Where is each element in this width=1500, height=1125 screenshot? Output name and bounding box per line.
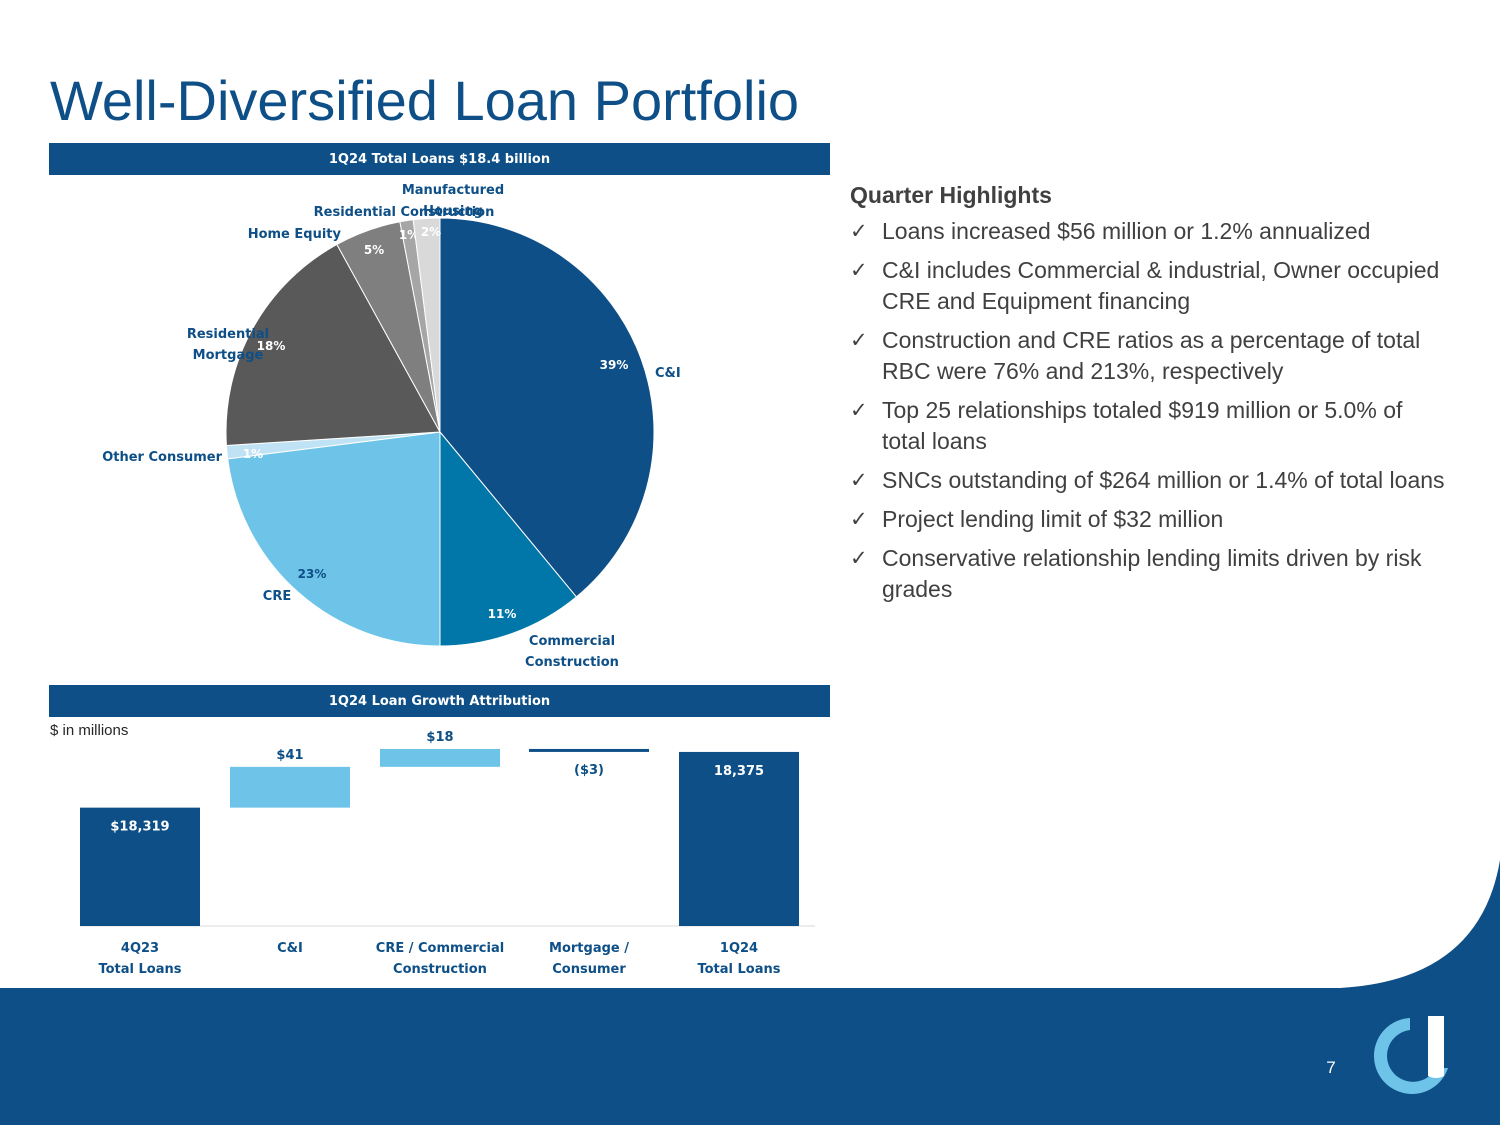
highlight-text: Top 25 relationships totaled $919 millio… <box>882 397 1403 454</box>
footer-band <box>0 860 1500 1125</box>
waterfall-value-label: ($3) <box>574 763 604 778</box>
pie-slice <box>225 243 441 446</box>
highlight-item: ✓ Conservative relationship lending limit… <box>850 543 1450 605</box>
pie-slice <box>412 217 441 433</box>
highlight-item: ✓ C&I includes Commercial & industrial, O… <box>850 255 1450 317</box>
company-logo-icon <box>1373 1016 1448 1094</box>
waterfall-category-label: 4Q23 Total Loans <box>98 941 181 977</box>
highlights-title: Quarter Highlights <box>850 182 1052 208</box>
pie-slice-value-label: 11% <box>488 607 517 621</box>
waterfall-category-label: 1Q24 Total Loans <box>697 941 780 977</box>
checkmark-icon: ✓ <box>850 398 868 422</box>
pie-slice-value-label: 5% <box>364 243 384 257</box>
highlight-text: Conservative relationship lending limits… <box>882 545 1422 602</box>
pie-slice <box>439 217 655 598</box>
waterfall-value-label: $18,319 <box>110 820 169 835</box>
pie-slice-value-label: 1% <box>399 228 419 242</box>
pie-category-label: CRE <box>263 589 291 604</box>
checkmark-icon: ✓ <box>850 507 868 531</box>
highlight-item: ✓ SNCs outstanding of $264 million or 1.4… <box>850 465 1450 496</box>
pie-slice-value-label: 2% <box>421 225 441 239</box>
pie-category-label: Manufactured Housing <box>402 183 504 219</box>
pie-chart-banner: 1Q24 Total Loans $18.4 billion <box>49 143 830 175</box>
pie-category-label: C&I <box>655 366 681 381</box>
pie-slice-value-label: 39% <box>600 358 629 372</box>
waterfall-value-label: 18,375 <box>714 764 764 779</box>
logo-j-hook <box>1428 1072 1444 1078</box>
page-number: 7 <box>1326 1058 1336 1077</box>
units-note: $ in millions <box>50 722 129 739</box>
highlight-item: ✓ Construction and CRE ratios as a percen… <box>850 325 1450 387</box>
highlight-item: ✓ Loans increased $56 million or 1.2% ann… <box>850 216 1450 247</box>
pie-slice-value-label: 1% <box>243 447 263 461</box>
waterfall-value-label: $18 <box>426 730 453 745</box>
pie-category-label: Commercial Construction <box>525 634 619 670</box>
logo-c-shape <box>1373 1018 1448 1094</box>
pie-category-label: Other Consumer <box>102 450 222 465</box>
highlight-item: ✓ Project lending limit of $32 million <box>850 504 1450 535</box>
page-title: Well-Diversified Loan Portfolio <box>50 69 800 132</box>
waterfall-category-label: Mortgage / Consumer <box>549 941 629 977</box>
pie-category-label: Home Equity <box>248 227 342 242</box>
pie-slice <box>227 431 441 647</box>
highlight-text: C&I includes Commercial & industrial, Ow… <box>882 257 1440 314</box>
highlight-item: ✓ Top 25 relationships totaled $919 milli… <box>850 395 1450 457</box>
checkmark-icon: ✓ <box>850 468 868 492</box>
pie-slice-value-label: 18% <box>257 339 286 353</box>
waterfall-category-label: CRE / Commercial Construction <box>376 941 504 977</box>
waterfall-bar <box>230 766 350 808</box>
checkmark-icon: ✓ <box>850 258 868 282</box>
pie-slice <box>439 430 578 647</box>
waterfall-bar <box>380 748 500 767</box>
waterfall-bar <box>679 751 799 926</box>
checkmark-icon: ✓ <box>850 328 868 352</box>
checkmark-icon: ✓ <box>850 219 868 243</box>
waterfall-value-label: $41 <box>276 748 303 763</box>
waterfall-bar <box>80 807 200 926</box>
highlight-text: Project lending limit of $32 million <box>882 506 1224 532</box>
highlight-text: Construction and CRE ratios as a percent… <box>882 327 1421 384</box>
pie-slice-value-label: 23% <box>298 567 327 581</box>
pie-category-label: Residential Construction <box>314 205 495 220</box>
highlights-list: ✓ Loans increased $56 million or 1.2% ann… <box>850 216 1450 605</box>
bar-chart-banner: 1Q24 Loan Growth Attribution <box>49 685 830 717</box>
highlight-text: Loans increased $56 million or 1.2% annu… <box>882 218 1371 244</box>
checkmark-icon: ✓ <box>850 546 868 570</box>
logo-j-bar <box>1428 1016 1444 1072</box>
waterfall-category-label: C&I <box>277 941 303 956</box>
quarter-highlights: Quarter Highlights ✓ Loans increased $56 … <box>850 180 1450 613</box>
highlight-text: SNCs outstanding of $264 million or 1.4%… <box>882 467 1445 493</box>
waterfall-bar <box>529 748 649 752</box>
pie-category-label: Residential Mortgage <box>187 327 269 363</box>
